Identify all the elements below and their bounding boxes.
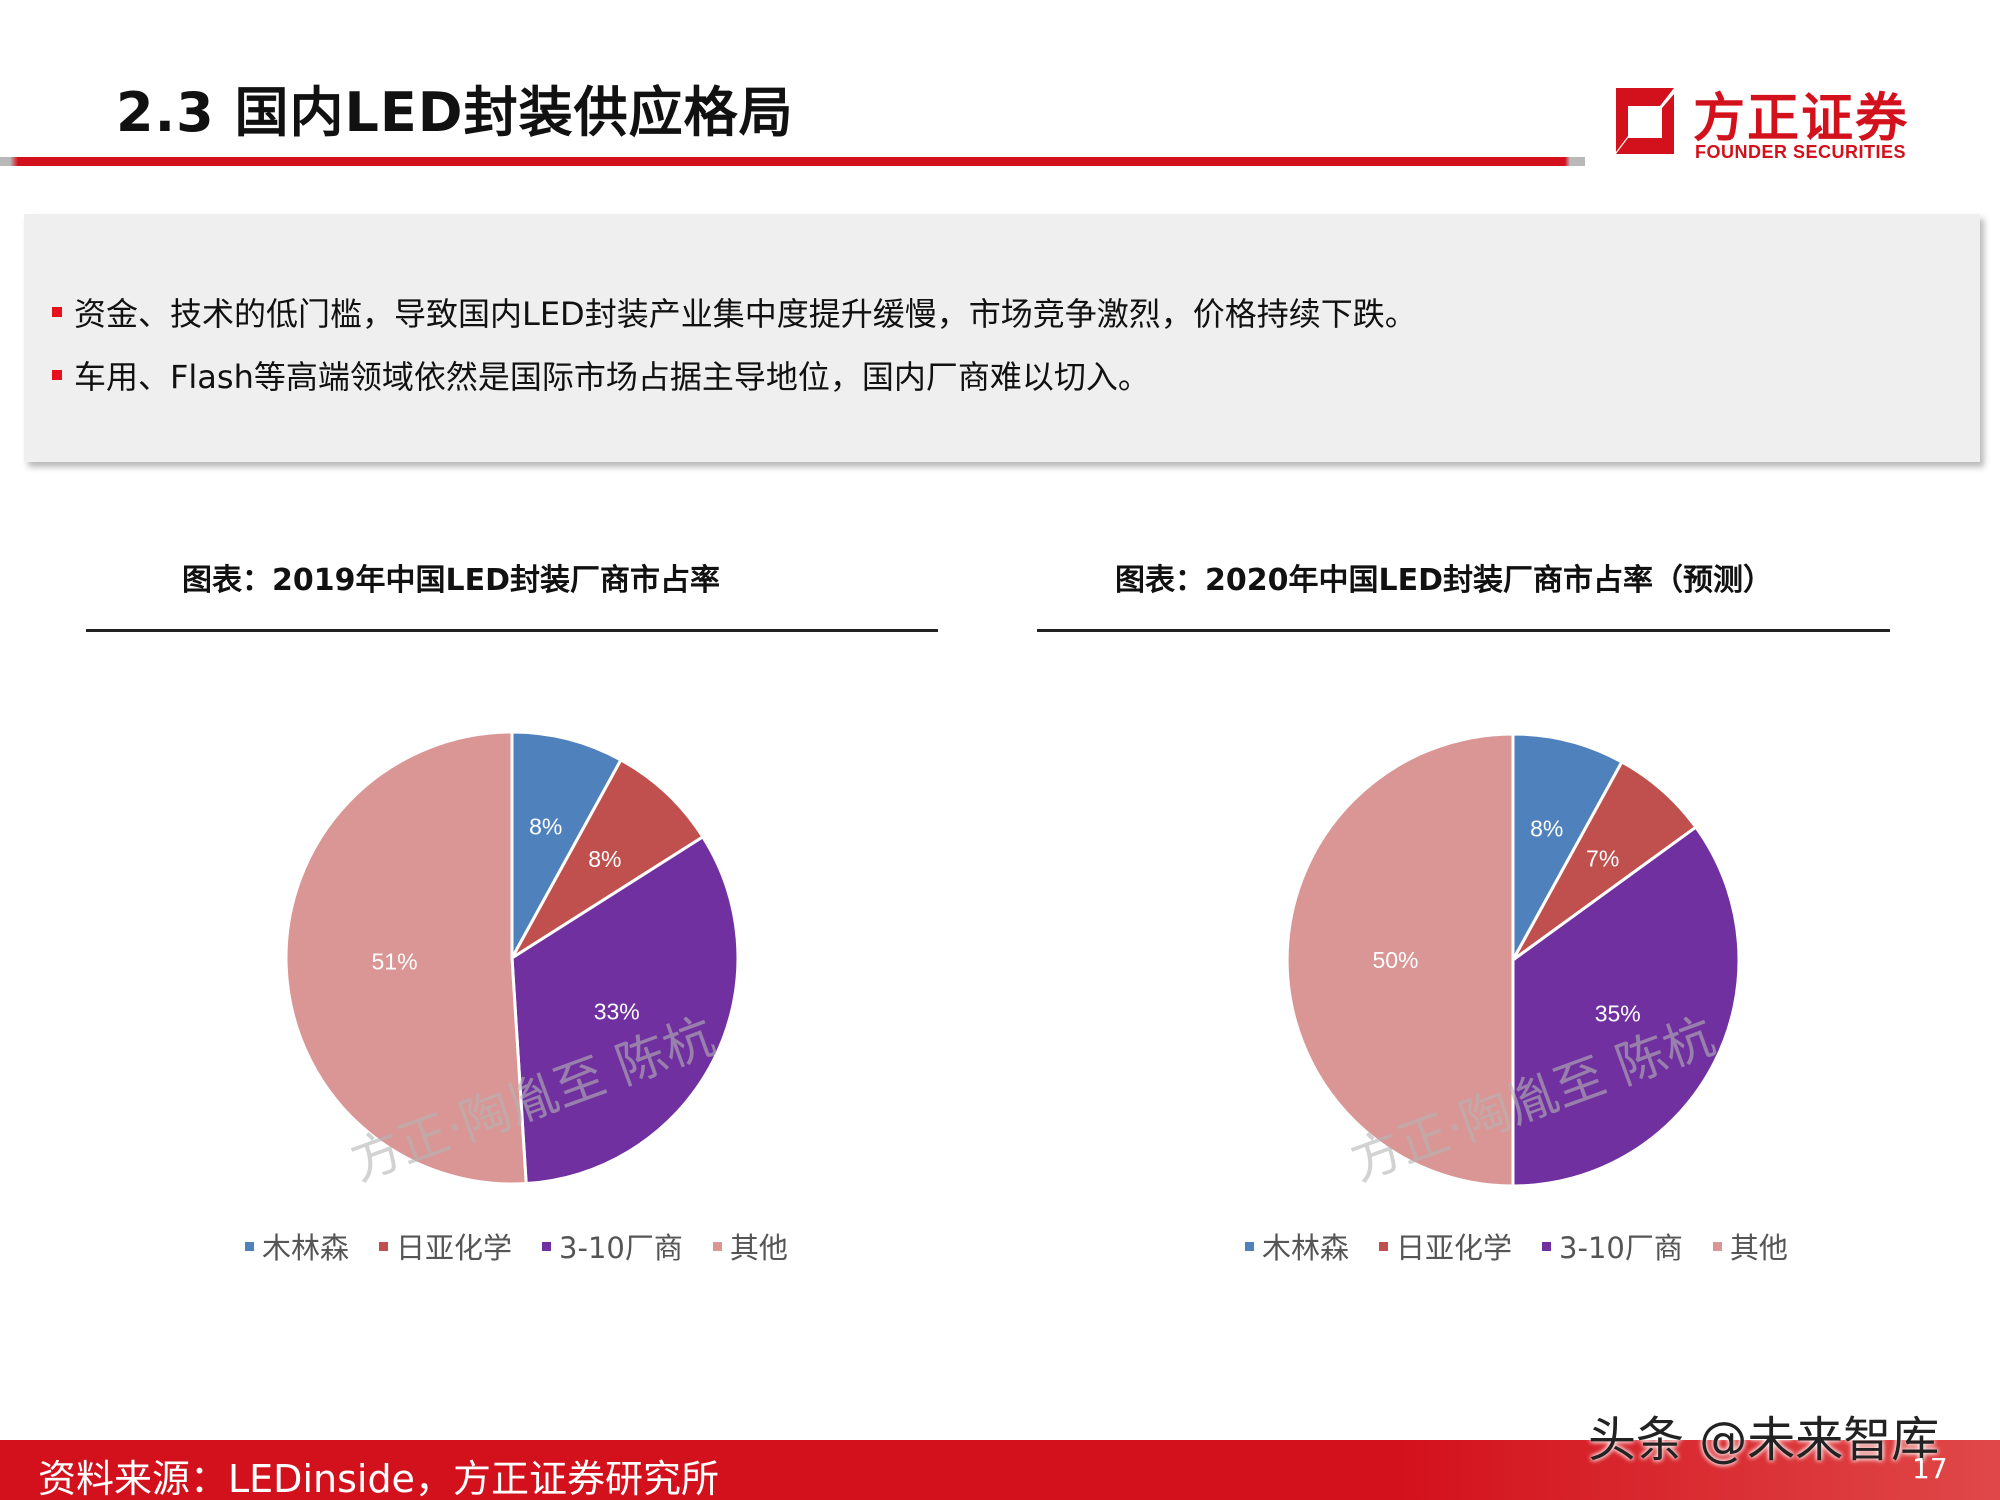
pie-slice [510, 834, 740, 1186]
pie-data-label: 35% [1595, 1000, 1641, 1026]
pie-data-label: 51% [372, 949, 418, 975]
legend-item: 日亚化学 [1379, 1225, 1512, 1267]
summary-box [24, 214, 1980, 462]
legend-swatch [712, 1241, 722, 1251]
footer-bar [0, 1440, 2000, 1500]
chart-rule [86, 629, 938, 632]
legend-swatch [1379, 1241, 1389, 1251]
pie-data-label: 50% [1372, 947, 1418, 973]
legend-label: 木林森 [262, 1231, 350, 1265]
page-number: 17 [1912, 1452, 1948, 1485]
pie-data-label: 7% [1586, 845, 1619, 871]
pie-data-label: 8% [529, 814, 562, 840]
footer-brand-watermark: 头条 @未来智库 [1588, 1412, 1940, 1468]
chart-title-2019: 图表：2019年中国LED封装厂商市占率 [182, 563, 721, 598]
summary-bullet-text: 车用、Flash等高端领域依然是国际市场占据主导地位，国内厂商难以切入。 [74, 358, 1150, 396]
pie-chart-2020: 8% 7% 35% 50% [1285, 732, 1741, 1188]
legend-item: 3-10厂商 [542, 1225, 683, 1267]
pie-slice [1511, 732, 1624, 961]
legend-label: 日亚化学 [1396, 1231, 1513, 1265]
pie-chart-2019: 8% 8% 33% 51% [284, 730, 740, 1186]
legend-label: 木林森 [1262, 1231, 1350, 1265]
legend-swatch [1542, 1241, 1552, 1251]
chart-rule [1037, 629, 1890, 632]
legend-item: 3-10厂商 [1542, 1225, 1683, 1267]
legend-item: 木林森 [1245, 1225, 1349, 1267]
legend-label: 其他 [1729, 1231, 1788, 1265]
logo-english-name: FOUNDER SECURITIES [1695, 142, 1907, 162]
summary-bullet: 车用、Flash等高端领域依然是国际市场占据主导地位，国内厂商难以切入。 [52, 352, 1150, 398]
pie-data-label: 33% [594, 998, 640, 1024]
pie-slice [510, 757, 705, 960]
chart-legend-2019: 木林森 日亚化学 3-10厂商 其他 [245, 1225, 818, 1267]
legend-swatch [1245, 1241, 1254, 1251]
bullet-square-icon [52, 370, 62, 380]
title-rule [0, 157, 1585, 166]
legend-swatch [245, 1241, 254, 1251]
founder-logo-icon [1616, 88, 1674, 154]
legend-label: 3-10厂商 [1559, 1231, 1683, 1265]
footer-source: 资料来源：LEDinside，方正证券研究所 [38, 1457, 719, 1500]
legend-swatch [1712, 1241, 1722, 1251]
company-logo: 方正证券 FOUNDER SECURITIES [1598, 76, 1928, 168]
logo-chinese-name: 方正证券 [1693, 89, 1910, 149]
legend-label: 其他 [729, 1231, 788, 1265]
legend-item: 其他 [1712, 1225, 1788, 1267]
summary-bullet: 资金、技术的低门槛，导致国内LED封装产业集中度提升缓慢，市场竞争激烈，价格持续… [52, 289, 1417, 335]
pie-data-label: 8% [588, 846, 621, 872]
legend-item: 其他 [712, 1225, 788, 1267]
legend-item: 木林森 [245, 1225, 349, 1267]
pie-slice [1285, 732, 1515, 1188]
chart-title-2020: 图表：2020年中国LED封装厂商市占率（预测） [1115, 563, 1774, 598]
bullet-square-icon [52, 307, 62, 317]
pie-slice [1511, 825, 1741, 1188]
legend-swatch [542, 1241, 552, 1251]
pie-slice [510, 730, 623, 959]
legend-item: 日亚化学 [379, 1225, 512, 1267]
legend-label: 日亚化学 [396, 1231, 513, 1265]
page-title: 2.3 国内LED封装供应格局 [116, 81, 794, 144]
legend-swatch [379, 1241, 389, 1251]
chart-legend-2020: 木林森 日亚化学 3-10厂商 其他 [1245, 1225, 1818, 1267]
legend-label: 3-10厂商 [559, 1231, 683, 1265]
pie-data-label: 8% [1530, 816, 1563, 842]
summary-bullet-text: 资金、技术的低门槛，导致国内LED封装产业集中度提升缓慢，市场竞争激烈，价格持续… [74, 295, 1417, 333]
pie-slice [284, 730, 528, 1186]
